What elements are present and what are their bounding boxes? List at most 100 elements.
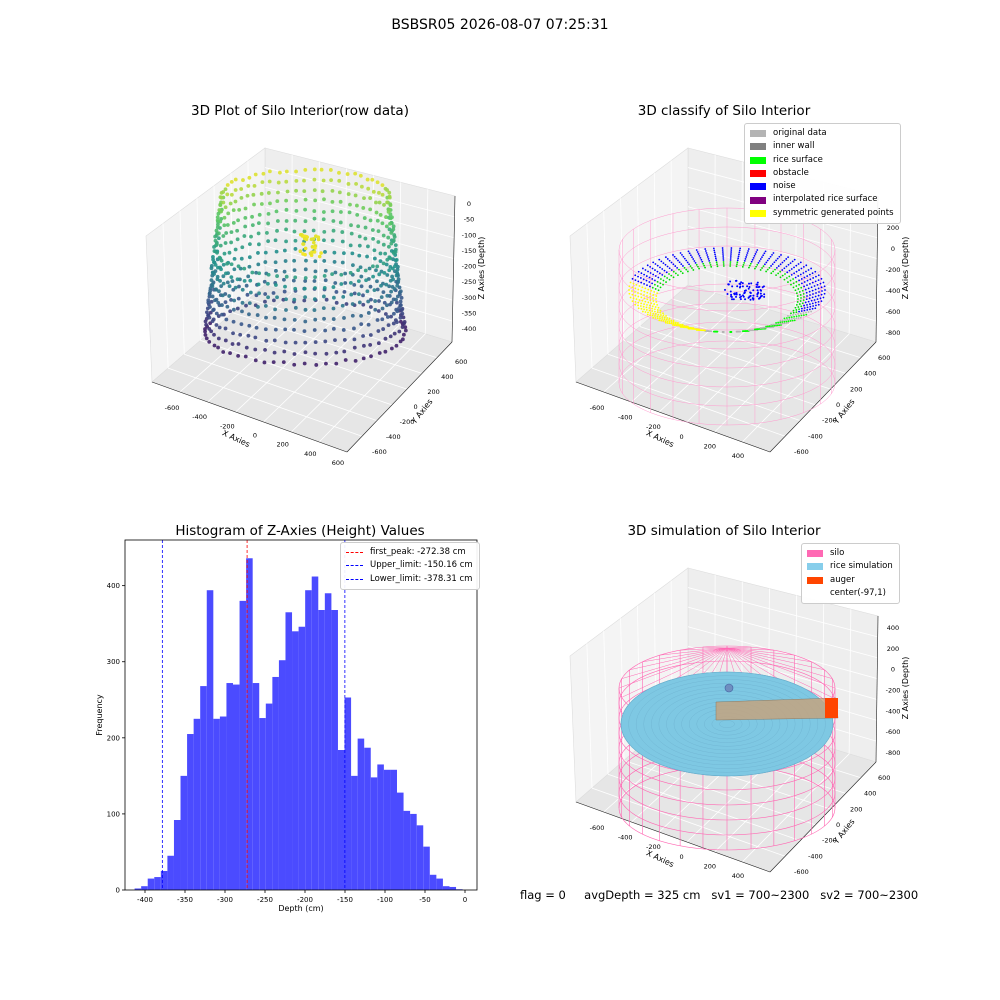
- data-point: [670, 319, 673, 322]
- data-point: [640, 293, 642, 295]
- histogram-bar: [141, 886, 148, 890]
- x-tick-label: 600: [332, 459, 344, 467]
- data-point: [783, 278, 786, 281]
- data-point: [652, 294, 655, 296]
- data-point: [748, 266, 750, 269]
- data-point: [247, 312, 251, 317]
- data-point: [240, 309, 244, 314]
- data-point: [810, 310, 813, 313]
- data-point: [277, 170, 282, 175]
- data-point: [785, 317, 788, 319]
- data-point: [792, 311, 795, 314]
- data-point: [686, 270, 689, 273]
- data-point: [640, 307, 643, 310]
- data-point: [672, 322, 675, 325]
- data-point: [640, 302, 643, 305]
- z-tick-label: -400: [886, 287, 901, 295]
- silo-roof-strut: [726, 647, 833, 698]
- data-point: [811, 296, 814, 299]
- grid-line: [607, 353, 801, 421]
- data-point: [683, 266, 686, 269]
- data-point: [395, 300, 399, 305]
- data-point: [721, 251, 724, 253]
- y-tick-label: 200: [107, 734, 120, 742]
- data-point: [666, 265, 669, 268]
- data-point: [656, 285, 659, 287]
- data-point: [362, 216, 367, 220]
- data-point: [340, 230, 345, 234]
- data-point: [263, 304, 268, 308]
- data-point: [233, 177, 238, 182]
- data-point: [659, 282, 662, 285]
- data-point: [781, 274, 784, 277]
- grid-line: [603, 210, 609, 355]
- data-point: [659, 317, 661, 320]
- y-tick-label: -400: [386, 433, 401, 441]
- legend-swatch: [346, 565, 363, 567]
- grid-line: [184, 353, 378, 421]
- data-point: [230, 342, 235, 346]
- data-point: [214, 323, 219, 327]
- data-point: [651, 307, 654, 310]
- histogram-bar: [292, 631, 299, 890]
- data-point: [236, 342, 241, 346]
- data-point: [320, 189, 325, 194]
- data-point: [663, 316, 666, 319]
- data-point: [776, 257, 779, 260]
- data-point: [210, 282, 215, 287]
- data-point: [376, 341, 381, 346]
- data-point: [208, 310, 213, 315]
- data-point: [312, 167, 317, 172]
- data-point: [759, 296, 762, 299]
- data-point: [384, 282, 389, 287]
- data-point: [722, 255, 725, 257]
- data-point: [231, 331, 235, 336]
- data-point: [797, 306, 800, 308]
- data-point: [380, 317, 385, 322]
- data-point: [647, 270, 649, 273]
- data-point: [328, 168, 333, 172]
- y-tick-label: 300: [107, 658, 120, 666]
- data-point: [348, 243, 353, 248]
- data-point: [785, 320, 788, 323]
- data-point: [752, 256, 755, 259]
- data-point: [683, 257, 686, 260]
- data-point: [285, 189, 290, 194]
- histogram-bar: [167, 855, 174, 890]
- histogram-bar: [226, 683, 233, 890]
- data-point: [383, 312, 388, 316]
- data-point: [216, 300, 221, 305]
- data-point: [256, 221, 261, 226]
- x-tick-label: 400: [304, 450, 316, 458]
- data-point: [385, 257, 390, 262]
- data-point: [637, 295, 640, 298]
- data-point: [795, 303, 798, 306]
- data-point: [816, 298, 819, 301]
- grid-line: [686, 317, 796, 423]
- data-point: [798, 310, 800, 313]
- data-point: [649, 272, 652, 274]
- x-tick-label: -600: [165, 404, 180, 412]
- data-point: [783, 317, 786, 320]
- y-tick-label: 600: [878, 774, 890, 782]
- histogram-bar: [272, 676, 279, 890]
- data-point: [376, 329, 381, 333]
- data-point: [822, 281, 825, 284]
- data-point: [651, 278, 654, 280]
- data-point: [766, 268, 769, 271]
- data-point: [659, 266, 661, 269]
- data-point: [652, 312, 655, 315]
- data-point: [231, 220, 236, 225]
- data-point: [800, 307, 803, 310]
- data-point: [641, 310, 644, 313]
- data-point: [349, 231, 354, 236]
- data-point: [383, 336, 388, 341]
- data-point: [783, 320, 786, 323]
- data-point: [762, 265, 765, 268]
- data-point: [398, 303, 403, 308]
- silo-roof-strut: [621, 647, 728, 698]
- data-point: [256, 231, 261, 236]
- data-point: [377, 299, 381, 303]
- data-point: [253, 335, 258, 340]
- data-point: [229, 275, 234, 280]
